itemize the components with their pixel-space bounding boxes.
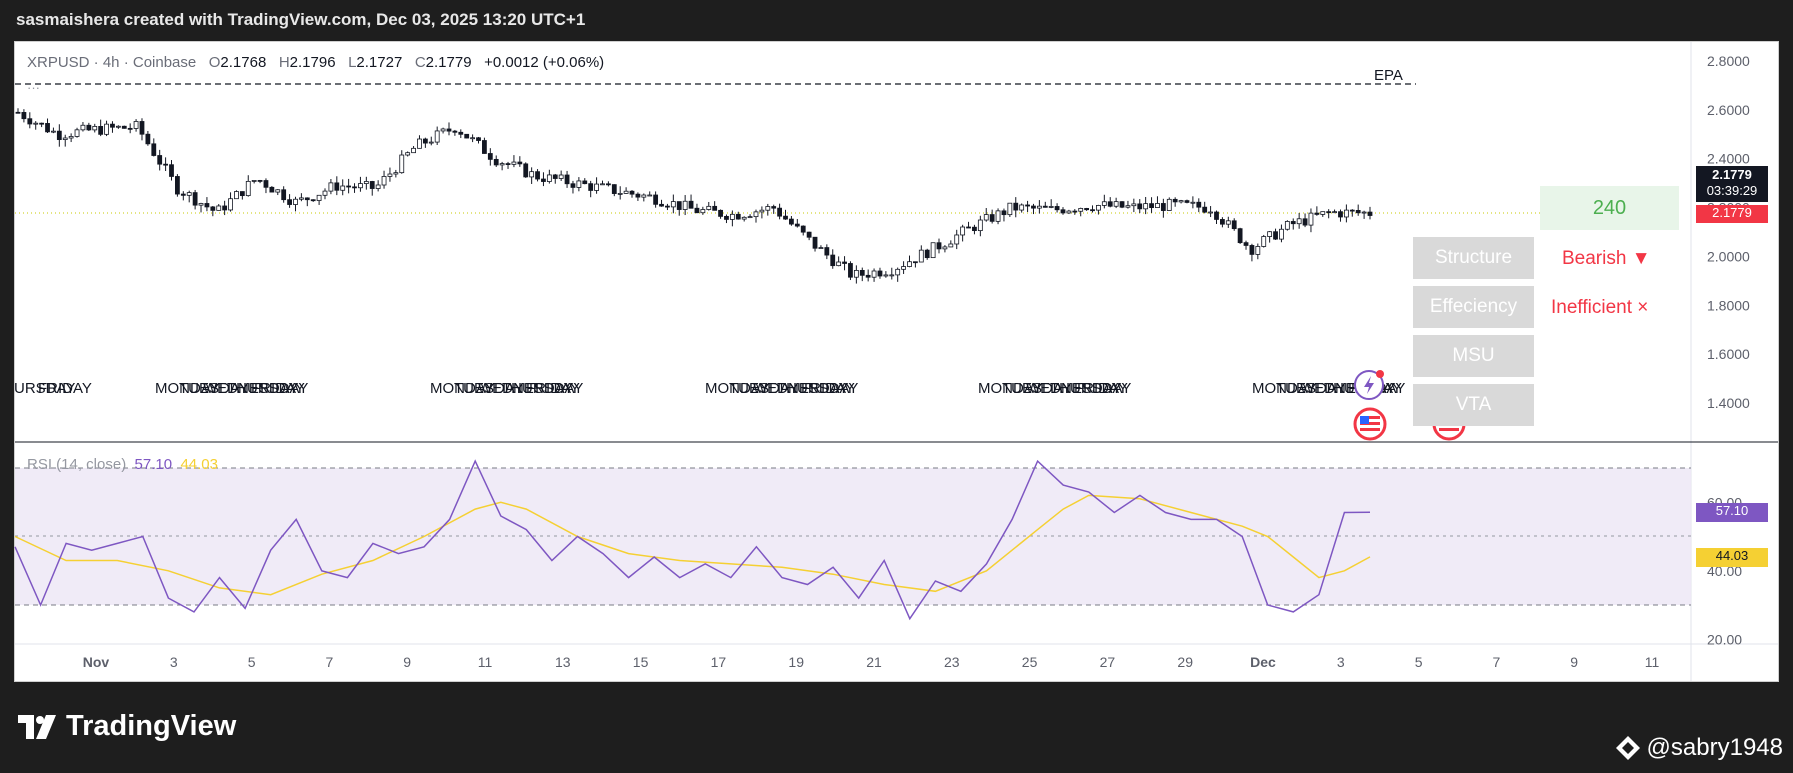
legend-more-dots[interactable]: ··· <box>27 80 40 95</box>
low-value: 2.1727 <box>356 54 403 71</box>
efficiency-status: Inefficient × <box>1551 297 1649 318</box>
low-label: L <box>348 54 357 71</box>
efficiency-box: Effeciency <box>1413 286 1534 328</box>
tradingview-logo-icon <box>18 714 56 739</box>
structure-box: Structure <box>1413 237 1534 279</box>
rsi-title: RSI (14, close) <box>27 456 127 473</box>
binance-diamond-icon <box>1615 736 1640 760</box>
close-value: 2.1779 <box>425 54 472 71</box>
chart-caption: sasmaishera created with TradingView.com… <box>16 10 586 29</box>
symbol-name: XRPUSD · 4h · Coinbase <box>27 54 197 71</box>
msu-box: MSU <box>1413 335 1534 377</box>
change-value: +0.0012 (+0.06%) <box>484 54 605 71</box>
rsi-ma-tag[interactable]: 44.03 <box>1696 548 1768 567</box>
brand-name: TradingView <box>66 710 237 742</box>
bar-countdown: 03:39:29 <box>1706 183 1758 198</box>
last-price-tag[interactable]: 2.1779 03:39:29 <box>1696 166 1768 202</box>
symbol-legend[interactable]: XRPUSD · 4h · Coinbase O2.1768 H2.1796 L… <box>27 54 604 71</box>
rsi-legend[interactable]: RSI (14, close) 57.10 44.03 <box>27 456 218 473</box>
last-price: 2.1779 <box>1712 167 1752 182</box>
close-label: C <box>414 54 426 71</box>
vta-box: VTA <box>1413 384 1534 426</box>
level-240-label: 240 <box>1540 186 1679 230</box>
author-credit: @sabry1948 <box>1615 734 1783 762</box>
open-value: 2.1768 <box>220 54 267 71</box>
high-label: H <box>278 54 290 71</box>
open-label: O <box>208 54 221 71</box>
author-handle: @sabry1948 <box>1646 734 1783 761</box>
rsi-value: 57.10 <box>134 456 173 473</box>
rsi-value-tag[interactable]: 57.10 <box>1696 503 1768 522</box>
structure-status: Bearish ▼ <box>1562 248 1651 269</box>
rsi-ma-value: 44.03 <box>180 456 218 473</box>
prev-price-tag[interactable]: 2.1779 <box>1696 205 1768 223</box>
tradingview-logo[interactable]: TradingView <box>18 710 236 743</box>
high-value: 2.1796 <box>289 54 336 71</box>
